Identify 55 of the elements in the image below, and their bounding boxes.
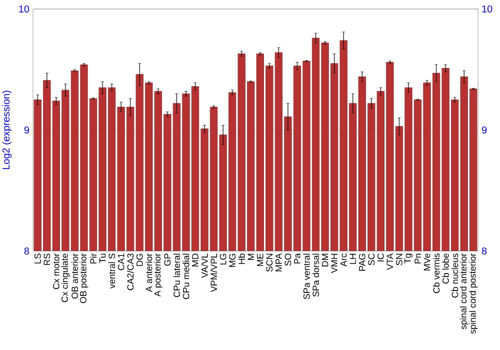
x-tick-label: GP <box>164 254 171 266</box>
x-tick-label: Cx motor <box>52 253 60 290</box>
x-tick-label: MVe <box>424 254 430 270</box>
y2-tick-label: 8 <box>482 247 487 255</box>
x-tick-label: DM <box>322 254 328 266</box>
x-tick-label: SC <box>368 254 375 266</box>
x-tick-label: OB posterior <box>80 253 88 304</box>
y-tick-label: 9 <box>24 126 30 134</box>
x-tick-label: ventral S <box>108 254 116 289</box>
x-tick-label: DG <box>136 254 143 266</box>
y-tick-label: 8 <box>24 247 30 255</box>
x-tick-label: CPu lateral <box>173 254 180 298</box>
x-tick-label: Cb lobe <box>442 254 449 284</box>
x-tick-label: SPa ventral <box>303 254 310 300</box>
x-tick-label: MD <box>192 254 198 266</box>
x-tick-label: CA1 <box>118 254 124 270</box>
x-tick-label: Hb <box>238 254 245 264</box>
x-tick-label: SCN <box>266 254 273 272</box>
x-tick-label: A posterior <box>154 253 162 297</box>
x-tick-label: MPA <box>276 253 282 272</box>
x-tick-label: IC <box>377 254 384 262</box>
x-tick-label: Pa <box>294 253 300 264</box>
x-tick-label: SN <box>396 254 402 266</box>
x-tick-label: VPM/VPL <box>210 253 218 292</box>
x-tick-label: SO <box>284 254 292 266</box>
x-tick-label: LG <box>220 254 226 264</box>
x-tick-label: A anterior <box>146 253 152 292</box>
x-tick-label: Pn <box>414 254 421 264</box>
x-tick-label: VTA <box>386 253 394 270</box>
x-tick-label: ME <box>257 254 264 266</box>
x-tick-label: Tu <box>99 254 106 264</box>
y2-tick-label: 9 <box>482 126 487 134</box>
x-tick-label: M <box>248 254 254 260</box>
x-tick-label: Cb nucleus <box>452 254 458 298</box>
x-tick-label: LS <box>34 254 41 264</box>
x-tick-label: MG <box>229 254 236 267</box>
x-tick-label: Arc <box>340 253 347 267</box>
y-axis-title: Log2 (expression) <box>2 90 12 170</box>
x-tick-label: Tg <box>404 254 412 264</box>
x-tick-label: CPu medial <box>182 254 190 300</box>
y2-tick-label: 10 <box>482 5 492 13</box>
x-tick-label: VMH <box>331 254 338 274</box>
x-tick-label: spinal cord anterior <box>460 253 468 330</box>
x-tick-label: OB anterior <box>71 253 78 299</box>
x-tick-label: RS <box>44 254 50 265</box>
y-tick-label: 10 <box>19 5 30 13</box>
x-tick-label: Cx cingulate <box>61 254 70 302</box>
x-tick-label: PAG <box>358 254 366 271</box>
x-tick-label: spinal cord posterior <box>469 253 478 334</box>
x-tick-label: VA/VL <box>201 253 208 278</box>
x-tick-label: SPa dorsal <box>312 254 320 297</box>
x-tick-label: LH <box>350 254 356 264</box>
x-tick-label: Cb vermis <box>432 254 440 294</box>
x-tick-label: Pir <box>90 253 97 264</box>
x-tick-label: CA2/CA3 <box>127 254 134 290</box>
